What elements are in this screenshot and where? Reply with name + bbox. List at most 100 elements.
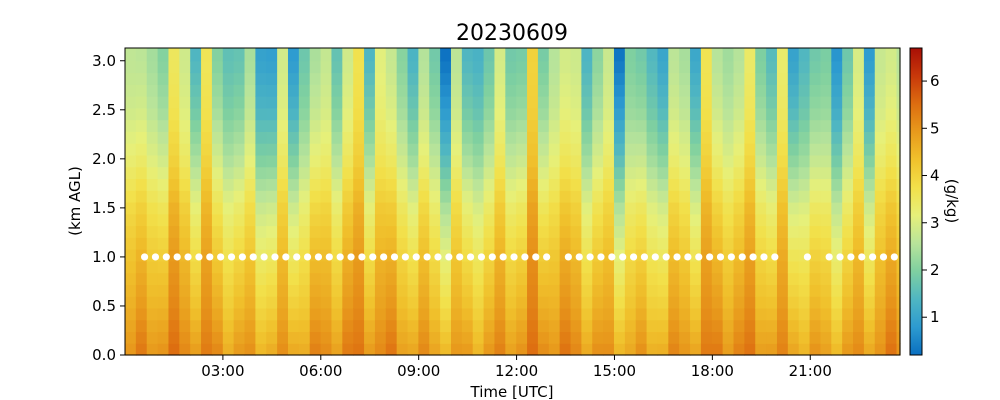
heatmap-cell [277, 190, 289, 203]
heatmap-cell [157, 48, 170, 62]
heatmap-cell [874, 154, 887, 168]
heatmap-cell [440, 343, 452, 356]
heatmap-cell [613, 84, 626, 97]
heatmap-cell [266, 48, 278, 62]
heatmap-cell [201, 48, 213, 62]
heatmap-cell [222, 272, 235, 285]
heatmap-cell [537, 237, 550, 250]
heatmap-cell [700, 143, 713, 156]
heatmap-cell [190, 307, 202, 321]
heatmap-cell [190, 107, 202, 121]
heatmap-cell [896, 272, 901, 285]
heatmap-cell [320, 48, 333, 62]
heatmap-cell [440, 296, 452, 309]
heatmap-cell [287, 319, 300, 333]
heatmap-cell [277, 107, 289, 121]
heatmap-cell [863, 225, 876, 238]
heatmap-cell [418, 143, 430, 156]
heatmap-cell [396, 131, 409, 144]
heatmap-cell [679, 119, 691, 132]
heatmap-cell [831, 201, 843, 215]
heatmap-cell [211, 60, 224, 74]
colorbar-tick-label: 4 [930, 167, 940, 185]
heatmap-cell [831, 48, 843, 50]
heatmap-cell [407, 284, 419, 297]
heatmap-cell [679, 307, 691, 321]
heatmap-cell [494, 178, 506, 191]
heatmap-cell [244, 284, 256, 297]
heatmap-cell [429, 331, 441, 344]
heatmap-cell [755, 296, 767, 309]
heatmap-cell [581, 178, 593, 191]
heatmap-cell [722, 60, 735, 74]
heatmap-cell [287, 307, 300, 321]
heatmap-cell [244, 166, 256, 180]
heatmap-cell [277, 143, 289, 156]
heatmap-cell [483, 48, 496, 50]
heatmap-cell [364, 48, 376, 50]
heatmap-cell [146, 284, 159, 297]
heatmap-cell [690, 48, 702, 50]
heatmap-cell [440, 272, 452, 285]
heatmap-cell [157, 166, 170, 180]
heatmap-cell [146, 343, 159, 356]
heatmap-cell [657, 225, 669, 238]
heatmap-cell [298, 154, 311, 168]
heatmap-cell [233, 213, 246, 227]
heatmap-cell [527, 272, 539, 285]
heatmap-cell [331, 178, 343, 191]
heatmap-cell [776, 343, 789, 356]
heatmap-cell [668, 201, 680, 215]
heatmap-cell [842, 96, 854, 109]
heatmap-cell [211, 96, 224, 109]
heatmap-cell [255, 284, 267, 297]
heatmap-cell [733, 272, 745, 285]
heatmap-cell [809, 260, 822, 274]
heatmap-cell [603, 48, 615, 62]
heatmap-cell [798, 143, 811, 156]
heatmap-cell [277, 178, 289, 191]
heatmap-cell [244, 96, 256, 109]
heatmap-cell [516, 72, 528, 85]
marker-point [858, 253, 866, 261]
heatmap-cell [581, 166, 593, 180]
heatmap-cell [853, 201, 865, 215]
heatmap-cell [266, 284, 278, 297]
heatmap-cell [885, 107, 898, 121]
marker-point [260, 253, 268, 261]
heatmap-cell [842, 201, 854, 215]
heatmap-cell [331, 296, 343, 309]
heatmap-cell [711, 190, 724, 203]
heatmap-cell [613, 331, 626, 344]
marker-point [716, 253, 725, 261]
heatmap-cell [211, 48, 224, 50]
heatmap-cell [244, 107, 256, 121]
heatmap-cell [744, 213, 756, 227]
heatmap-cell [798, 272, 811, 285]
heatmap-cell [853, 72, 865, 85]
heatmap-cell [201, 72, 213, 85]
heatmap-cell [842, 48, 854, 50]
heatmap-cell [711, 84, 724, 97]
heatmap-cell [266, 213, 278, 227]
heatmap-cell [581, 119, 593, 132]
heatmap-cell [483, 343, 496, 356]
heatmap-cell [450, 260, 463, 274]
heatmap-cell [842, 48, 854, 62]
heatmap-cell [461, 107, 474, 121]
heatmap-cell [700, 319, 713, 333]
heatmap-cell [450, 96, 463, 109]
heatmap-cell [896, 201, 901, 215]
heatmap-cell [516, 296, 528, 309]
heatmap-cell [407, 166, 419, 180]
heatmap-cell [613, 225, 626, 238]
heatmap-cell [820, 143, 832, 156]
heatmap-cell [309, 166, 322, 180]
heatmap-cell [559, 343, 572, 356]
heatmap-cell [353, 331, 365, 344]
heatmap-cell [418, 72, 430, 85]
marker-point [380, 253, 388, 261]
heatmap-cell [722, 343, 735, 356]
heatmap-cell [309, 190, 322, 203]
